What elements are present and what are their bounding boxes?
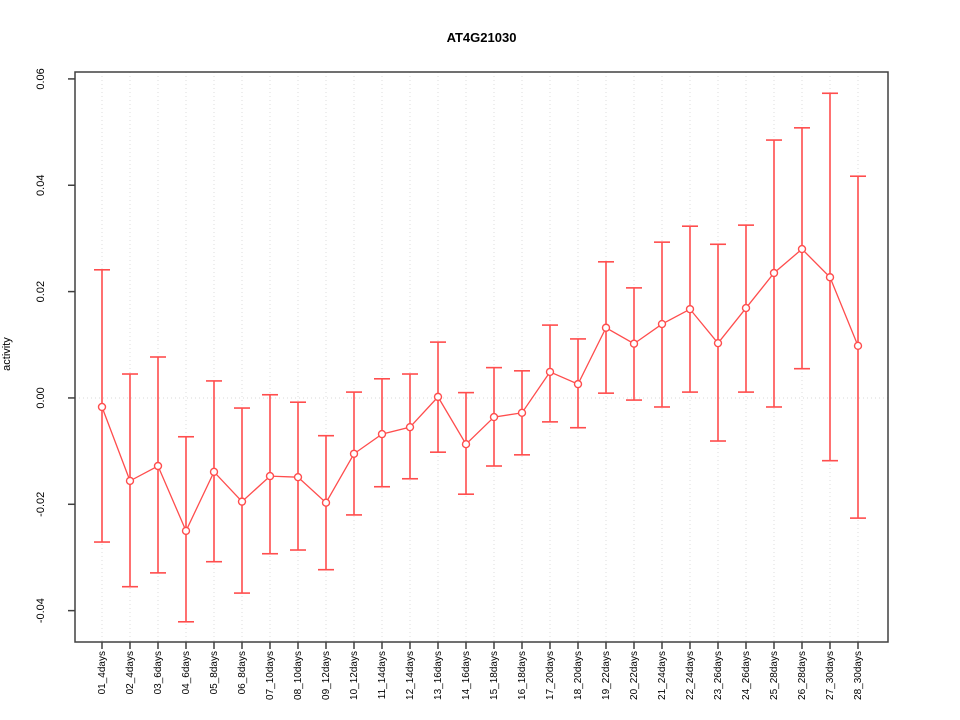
- data-point-marker: [153, 461, 163, 471]
- x-tick-label: 24_26days: [741, 651, 752, 700]
- data-point-marker: [181, 526, 191, 536]
- x-tick-label: 17_20days: [545, 651, 556, 700]
- data-point-marker: [405, 422, 415, 432]
- data-point-marker: [209, 467, 219, 477]
- y-tick-label: 0.04: [35, 175, 47, 196]
- x-tick-label: 15_18days: [489, 651, 500, 700]
- data-point-marker: [377, 429, 387, 439]
- x-tick-label: 01_4days: [97, 651, 108, 694]
- x-tick-label: 20_22days: [629, 651, 640, 700]
- x-tick-label: 09_12days: [321, 651, 332, 700]
- y-tick-label: 0.02: [35, 281, 47, 302]
- data-point-marker: [517, 408, 527, 418]
- x-tick-label: 25_28days: [769, 651, 780, 700]
- x-tick-label: 21_24days: [657, 651, 668, 700]
- x-tick-label: 14_16days: [461, 651, 472, 700]
- data-point-marker: [713, 338, 723, 348]
- data-point-marker: [293, 472, 303, 482]
- x-tick-label: 22_24days: [685, 651, 696, 700]
- data-point-marker: [853, 341, 863, 351]
- x-tick-label: 07_10days: [265, 651, 276, 700]
- data-point-marker: [265, 471, 275, 481]
- x-tick-label: 23_26days: [713, 651, 724, 700]
- x-tick-label: 10_12days: [349, 651, 360, 700]
- y-tick-label: 0.00: [35, 387, 47, 408]
- x-tick-label: 04_6days: [181, 651, 192, 694]
- x-tick-label: 12_14days: [405, 651, 416, 700]
- x-tick-label: 06_8days: [237, 651, 248, 694]
- data-point-marker: [433, 392, 443, 402]
- y-tick-label: -0.04: [35, 598, 47, 623]
- data-point-marker: [769, 268, 779, 278]
- x-tick-label: 11_14days: [377, 651, 388, 699]
- x-tick-label: 08_10days: [293, 651, 304, 700]
- x-tick-label: 13_16days: [433, 651, 444, 700]
- data-point-marker: [489, 412, 499, 422]
- plot-box: [74, 71, 889, 643]
- data-point-marker: [741, 303, 751, 313]
- data-point-marker: [657, 319, 667, 329]
- data-point-marker: [825, 273, 835, 282]
- series-line: [101, 248, 859, 533]
- x-tick-label: 19_22days: [601, 651, 612, 700]
- x-tick-label: 03_6days: [153, 651, 164, 694]
- data-point-marker: [237, 497, 247, 506]
- x-tick-label: 26_28days: [797, 651, 808, 700]
- data-point-marker: [125, 476, 135, 486]
- y-tick-label: 0.06: [35, 68, 47, 89]
- x-tick-label: 05_8days: [209, 651, 220, 694]
- y-tick-label: -0.02: [35, 492, 47, 517]
- x-tick-label: 02_4days: [125, 651, 136, 694]
- data-point-marker: [601, 323, 611, 332]
- data-point-marker: [461, 440, 471, 449]
- data-point-marker: [685, 304, 695, 314]
- data-point-marker: [349, 449, 359, 458]
- x-tick-label: 28_30days: [853, 651, 864, 700]
- data-point-marker: [573, 379, 583, 389]
- data-point-marker: [97, 402, 107, 412]
- data-point-marker: [629, 339, 639, 348]
- x-tick-label: 16_18days: [517, 651, 528, 700]
- data-point-marker: [545, 367, 555, 377]
- x-tick-label: 27_30days: [825, 651, 836, 700]
- data-point-marker: [797, 244, 807, 254]
- x-tick-label: 18_20days: [573, 651, 584, 700]
- chart-title: AT4G21030: [446, 30, 517, 45]
- data-point-marker: [321, 498, 331, 507]
